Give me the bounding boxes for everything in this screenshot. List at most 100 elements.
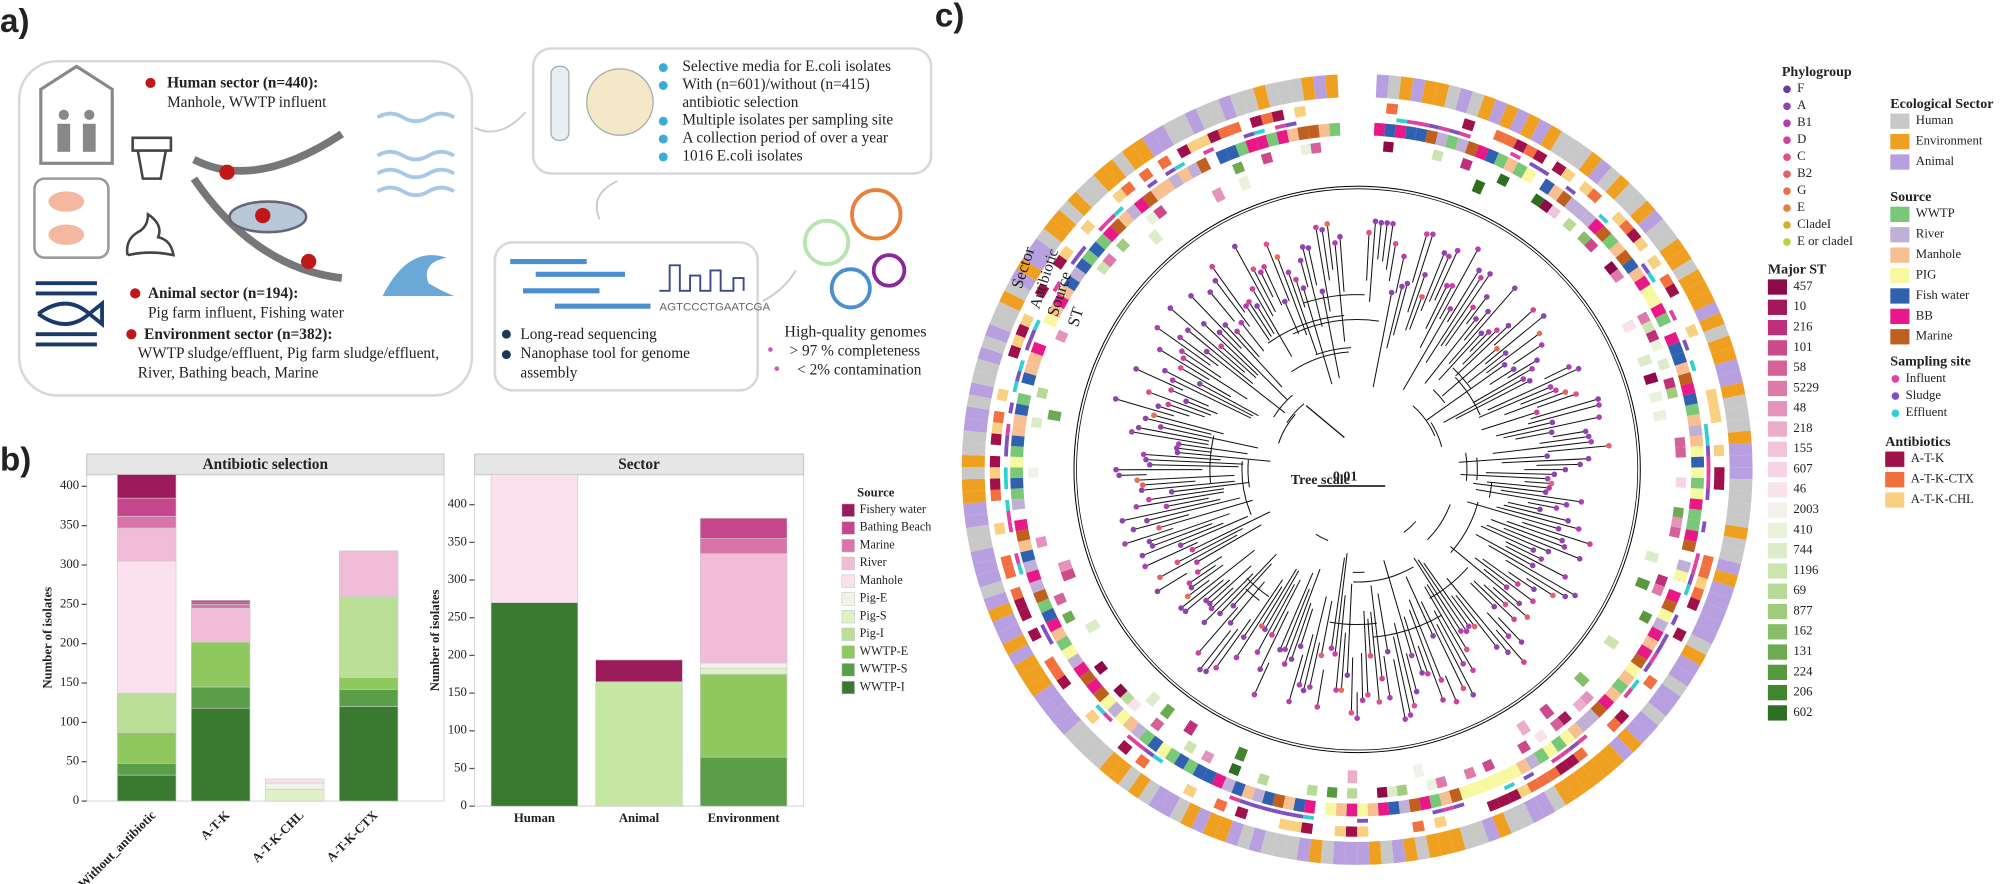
tip — [1348, 710, 1355, 716]
ring-segment — [1096, 260, 1111, 276]
ring-segment — [1232, 161, 1246, 175]
branch — [1177, 451, 1271, 462]
ring-segment — [1431, 149, 1444, 162]
ring-segment — [1696, 613, 1722, 634]
ring-segment — [1086, 678, 1103, 695]
ring-segment — [1591, 751, 1616, 777]
tip — [1143, 456, 1149, 463]
tip — [1463, 646, 1470, 653]
ring-segment — [1346, 788, 1358, 799]
branch — [1264, 570, 1300, 630]
tip — [1430, 633, 1436, 639]
sector-detail: Pig farm influent, Fishing water — [148, 304, 344, 321]
ring-segment — [1587, 159, 1612, 185]
ring-segment — [1030, 416, 1043, 429]
site-dot — [301, 253, 317, 270]
branch — [1298, 634, 1314, 685]
ring-segment — [1135, 753, 1151, 769]
ring-segment — [1614, 709, 1630, 725]
ring-segment — [1099, 751, 1123, 777]
ring-segment — [1690, 488, 1704, 500]
ring-segment — [1672, 506, 1684, 519]
isolation-text: 1016 E.coli isolates — [682, 147, 802, 164]
ring-segment — [1088, 241, 1106, 258]
branch — [1520, 389, 1557, 405]
legend-swatch — [841, 556, 855, 571]
branch — [1460, 473, 1548, 480]
ring-segment — [1645, 329, 1660, 343]
tip — [1516, 600, 1523, 607]
ring-segment — [1691, 623, 1718, 645]
legend-label: WWTP — [1916, 206, 1955, 220]
tip — [1548, 429, 1555, 436]
ring-segment — [1509, 151, 1522, 160]
branch — [1158, 405, 1190, 417]
ring-segment — [1680, 644, 1707, 666]
legend-swatch — [1890, 113, 1910, 129]
branch — [1463, 311, 1489, 341]
branch — [1504, 391, 1566, 416]
tip — [1529, 562, 1536, 569]
tip — [1133, 503, 1140, 510]
tip — [1201, 320, 1207, 327]
ring-segment — [1024, 361, 1040, 376]
legend-label: 602 — [1793, 705, 1812, 719]
ring-segment — [1202, 812, 1223, 838]
ring-segment — [1282, 795, 1296, 811]
tip — [1372, 218, 1379, 225]
ring-segment — [1565, 185, 1577, 196]
legend-dot — [1783, 136, 1791, 145]
ring-segment — [1313, 75, 1328, 100]
ring-segment — [1251, 787, 1266, 804]
ring-segment — [1302, 814, 1315, 821]
y-tick-label: 300 — [60, 557, 79, 571]
arrow — [762, 269, 797, 302]
ring-segment — [1539, 703, 1555, 720]
ring-segment — [1007, 521, 1014, 533]
branch — [1133, 514, 1190, 531]
bar-segment — [191, 707, 251, 802]
facet-strip — [473, 453, 805, 476]
ring-segment — [1638, 610, 1653, 624]
tip — [1575, 526, 1582, 532]
legend-swatch — [1767, 624, 1787, 640]
branch — [1197, 607, 1239, 654]
ring-segment — [1711, 346, 1737, 366]
y-tick-label: 400 — [60, 478, 79, 492]
fish-lines — [35, 281, 97, 347]
ring-segment — [1113, 683, 1128, 698]
legend-title: Ecological Sector — [1890, 96, 1993, 112]
branch — [1157, 572, 1188, 592]
legend-swatch — [841, 645, 855, 659]
branch — [1417, 559, 1467, 632]
ring-segment — [1147, 735, 1164, 753]
ring-segment — [1059, 245, 1074, 261]
tip — [1194, 559, 1200, 565]
tip — [1180, 355, 1187, 361]
legend-swatch — [1885, 451, 1905, 467]
ring-segment — [1384, 123, 1396, 138]
bullet — [501, 350, 511, 360]
tip — [1529, 366, 1535, 372]
ring-segment — [1110, 218, 1127, 235]
tip — [1282, 298, 1288, 305]
branch — [1315, 533, 1329, 542]
tip — [1438, 677, 1445, 683]
ring-segment — [1609, 241, 1626, 258]
branch — [1530, 398, 1599, 420]
ring-segment — [1633, 710, 1659, 735]
branch — [1428, 256, 1450, 302]
tip — [1562, 593, 1569, 600]
branch — [1178, 443, 1248, 455]
ring-segment — [1010, 456, 1024, 468]
ring-segment — [1200, 750, 1215, 764]
ring-segment — [1703, 423, 1709, 435]
legend-label: Pig-E — [860, 591, 888, 605]
ring-segment — [1675, 447, 1687, 458]
ring-segment — [974, 358, 1000, 377]
ring-segment — [1577, 231, 1592, 246]
ring-segment — [1654, 642, 1664, 655]
ring-segment — [1141, 131, 1165, 157]
ring-segment — [1656, 607, 1673, 623]
legend-dot — [1783, 204, 1791, 212]
